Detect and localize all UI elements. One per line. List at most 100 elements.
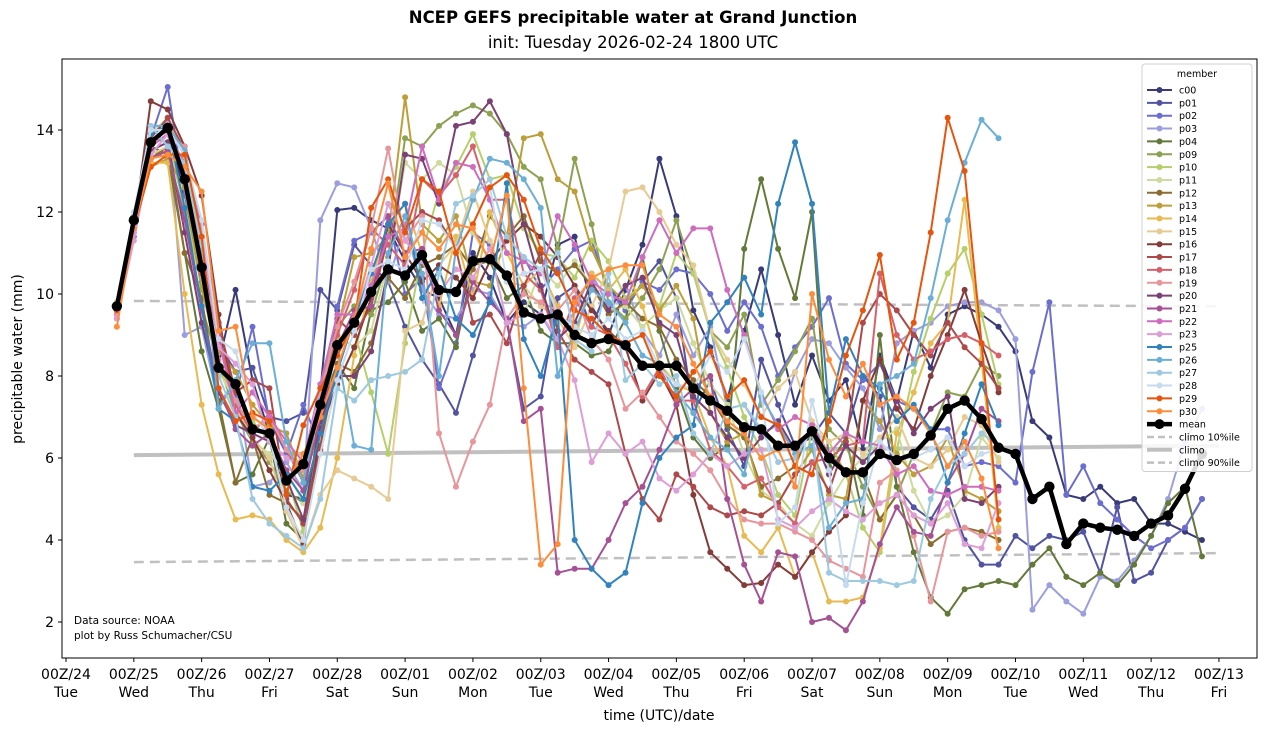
point-p27-24	[520, 254, 527, 261]
point-p11-15	[368, 327, 375, 334]
point-p27-34	[690, 430, 697, 437]
point-p04-53	[1012, 582, 1019, 589]
point-p02-13	[334, 303, 341, 310]
series-p30	[113, 151, 1002, 568]
point-p30-19	[436, 245, 443, 252]
point-p25-39	[775, 200, 782, 207]
point-p30-43	[842, 393, 849, 400]
point-p22-49	[944, 491, 951, 498]
point-p29-6	[215, 385, 222, 392]
x-tick-weekday-label: Mon	[458, 685, 488, 701]
point-p04-25	[537, 327, 544, 334]
point-p21-27	[571, 565, 578, 572]
point-p25-31	[639, 500, 646, 507]
point-mean-53	[1010, 448, 1021, 460]
point-p11-41	[809, 532, 816, 539]
point-p27-22	[486, 176, 493, 183]
point-mean-27	[569, 329, 580, 341]
point-mean-37	[739, 422, 750, 433]
point-p20-49	[944, 393, 951, 400]
point-p26-26	[554, 373, 561, 379]
point-p23-46	[893, 491, 900, 498]
point-p15-39	[775, 385, 782, 392]
point-mean-23	[501, 270, 513, 281]
point-p21-36	[724, 496, 731, 502]
point-p22-20	[452, 159, 459, 166]
point-p14-22	[486, 209, 493, 215]
point-p02-53	[1012, 479, 1019, 486]
point-p14-48	[927, 340, 934, 347]
x-tick-label: 00Z/09	[923, 667, 973, 683]
point-c00-58	[1097, 483, 1104, 490]
point-p19-35	[707, 467, 714, 474]
point-mean-19	[433, 284, 445, 296]
point-p16-34	[690, 491, 697, 498]
point-mean-31	[637, 360, 648, 371]
y-axis-label: precipitable water (mm)	[10, 274, 26, 444]
x-tick-label: 00Z/07	[787, 667, 837, 683]
point-p22-24	[520, 258, 527, 265]
point-p27-33	[673, 373, 680, 379]
x-axis-label: time (UTC)/date	[603, 708, 714, 724]
point-p25-38	[758, 311, 765, 318]
point-p15-13	[334, 467, 341, 474]
point-p22-9	[266, 414, 273, 420]
point-p28-12	[317, 450, 324, 457]
point-p03-13	[334, 180, 341, 187]
point-p13-20	[452, 213, 459, 220]
x-tick-weekday-label: Mon	[933, 685, 963, 701]
point-p29-48	[927, 229, 934, 236]
point-p16-35	[707, 549, 714, 556]
point-p14-39	[775, 524, 782, 531]
point-p10-21	[469, 131, 476, 138]
point-mean-62	[1162, 510, 1174, 521]
legend-label: mean	[1179, 420, 1206, 431]
point-c00-7	[232, 286, 239, 293]
point-p15-36	[724, 356, 731, 363]
legend-label: p13	[1179, 201, 1197, 212]
point-p28-14	[351, 327, 358, 334]
point-p09-17	[402, 135, 409, 142]
point-p29-41	[809, 471, 816, 478]
point-p26-11	[300, 479, 307, 486]
point-p26-46	[893, 373, 900, 379]
point-p19-31	[639, 389, 646, 396]
point-p14-4	[181, 291, 188, 297]
point-p22-16	[385, 233, 392, 240]
point-p18-38	[758, 475, 765, 482]
point-p25-5	[198, 303, 205, 310]
legend-label: p12	[1179, 188, 1197, 199]
x-tick-weekday-label: Tue	[53, 685, 78, 701]
point-p22-27	[571, 241, 578, 248]
point-p02-8	[249, 323, 256, 330]
point-p30-15	[368, 245, 375, 252]
point-p18-28	[588, 323, 595, 330]
point-p30-21	[469, 225, 476, 232]
point-p29-35	[707, 348, 714, 355]
point-mean-14	[349, 317, 360, 328]
point-p25-28	[588, 565, 595, 572]
point-p14-42	[825, 598, 832, 605]
point-p20-37	[741, 455, 748, 461]
point-p30-47	[910, 405, 917, 412]
point-p15-16	[385, 496, 392, 502]
point-p20-50	[961, 496, 968, 502]
point-p28-39	[775, 520, 782, 527]
point-p09-26	[554, 245, 561, 252]
point-p25-50	[961, 430, 968, 437]
point-c00-27	[571, 233, 578, 240]
point-p30-23	[503, 192, 510, 199]
point-mean-58	[1095, 522, 1106, 533]
point-p15-52	[995, 459, 1002, 466]
point-p29-12	[317, 385, 324, 392]
point-p10-15	[368, 389, 375, 396]
point-p17-11	[300, 520, 307, 527]
legend-entry-p14: p14	[1147, 214, 1197, 225]
legend-title: member	[1177, 69, 1217, 80]
point-p25-44	[859, 373, 866, 379]
point-p18-48	[927, 348, 934, 355]
point-p23-21	[469, 274, 476, 281]
point-p30-13	[334, 364, 341, 371]
point-p19-48	[927, 598, 934, 605]
point-p22-50	[961, 483, 968, 490]
